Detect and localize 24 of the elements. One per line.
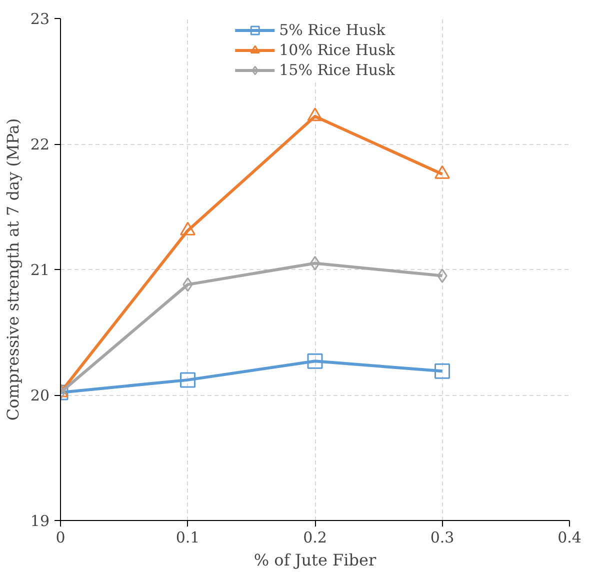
- point: [437, 268, 448, 284]
- x-tick-label: 0.4: [558, 528, 582, 546]
- y-tick-label: 19: [30, 512, 50, 530]
- y-tick-label: 23: [30, 10, 50, 28]
- y-axis-title: Compressive strength at 7 day (MPa): [3, 118, 22, 421]
- x-tick-label: 0.3: [430, 528, 454, 546]
- x-tick-label: 0: [56, 528, 66, 546]
- y-tick-label: 21: [30, 261, 50, 279]
- x-axis-title: % of Jute Fiber: [254, 550, 376, 570]
- y-tick-label: 20: [30, 386, 50, 404]
- point: [310, 256, 320, 270]
- point: [434, 165, 450, 179]
- legend-label: 5% Rice Husk: [279, 21, 386, 39]
- point: [307, 108, 323, 122]
- point: [434, 363, 450, 379]
- y-tick-label: 22: [30, 136, 50, 154]
- x-tick-label: 0.2: [303, 528, 327, 546]
- x-tick-label: 0.1: [176, 528, 200, 546]
- legend-label: 15% Rice Husk: [279, 61, 395, 79]
- point: [182, 277, 193, 292]
- legend-label: 10% Rice Husk: [279, 41, 395, 59]
- point: [180, 372, 196, 388]
- point: [180, 222, 196, 236]
- point: [307, 353, 323, 369]
